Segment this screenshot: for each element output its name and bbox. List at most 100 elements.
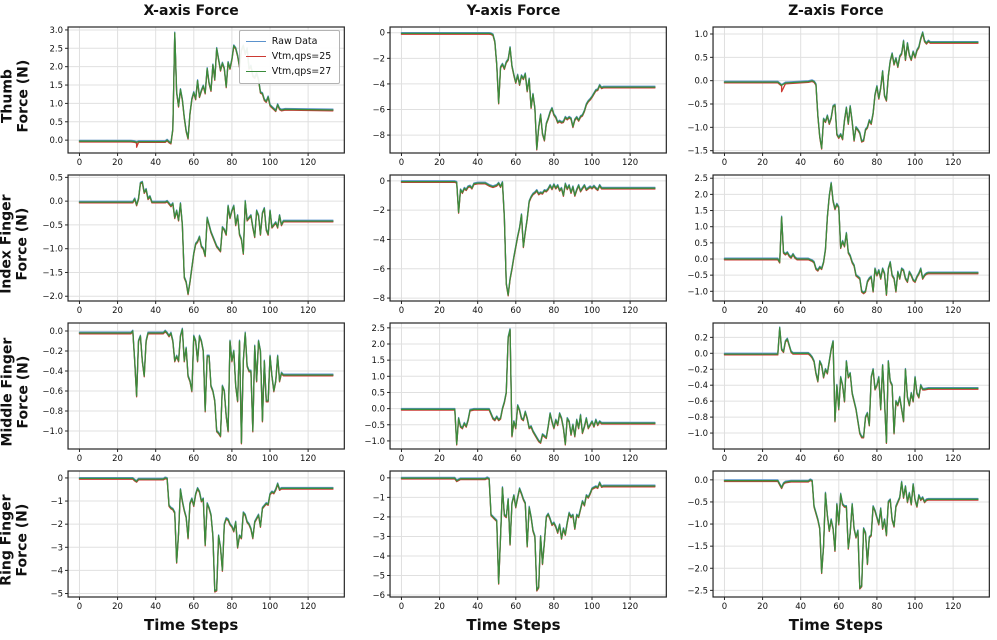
svg-text:0.2: 0.2 [694, 333, 708, 343]
svg-text:60: 60 [833, 602, 844, 612]
svg-text:60: 60 [833, 306, 844, 316]
svg-text:−0.4: −0.4 [687, 381, 708, 391]
svg-text:−3: −3 [50, 543, 63, 553]
svg-text:100: 100 [907, 602, 923, 612]
series-vtm-qps27 [723, 327, 979, 444]
svg-text:−1.0: −1.0 [42, 427, 63, 437]
legend-line-swatch-green [245, 71, 266, 72]
svg-text:−3: −3 [373, 532, 386, 542]
chart-ring-z: 0 20 40 60 80 100 120 0.0 −0.5 −1.0 −1.5 −2.0 −2.5 [675, 466, 997, 614]
plot-area: 0 20 40 60 80 100 120 0 −1 −2 −3 −4 −5 −6 [373, 470, 668, 612]
chart-legend: Raw Data Vtm,qps=25 Vtm,qps=27 [238, 30, 341, 84]
svg-text:0.5: 0.5 [49, 118, 63, 128]
row-label-line2: Force (N) [15, 355, 32, 429]
svg-text:−0.4: −0.4 [42, 367, 63, 377]
row-label-line1: Thumb [0, 68, 15, 124]
svg-text:40: 40 [150, 306, 161, 316]
legend-label: Vtm,qps=25 [271, 51, 332, 62]
svg-text:0: 0 [399, 158, 404, 168]
plot-area: 0 20 40 60 80 100 120 1.0 0.5 0.0 −0.5 −1.0 −1.5 [687, 26, 990, 168]
svg-text:80: 80 [226, 306, 237, 316]
svg-text:−2.0: −2.0 [42, 292, 63, 302]
series-vtm-qps27 [401, 477, 656, 591]
svg-text:2.5: 2.5 [49, 44, 63, 54]
legend-entry-raw-data: Raw Data [245, 34, 332, 49]
legend-line-swatch-blue [245, 41, 266, 42]
svg-text:1.5: 1.5 [49, 81, 63, 91]
svg-text:−4: −4 [373, 80, 386, 90]
svg-text:20: 20 [112, 158, 123, 168]
svg-text:0.5: 0.5 [694, 53, 708, 63]
svg-text:0.0: 0.0 [49, 327, 63, 337]
plot-area: 0 20 40 60 80 100 120 0.5 0.0 −0.5 −1.0 −1.5 −2.0 [42, 173, 345, 316]
svg-text:0: 0 [721, 602, 726, 612]
xaxis-spacer [0, 614, 30, 638]
svg-text:120: 120 [945, 602, 961, 612]
svg-text:60: 60 [511, 602, 522, 612]
chart-thumb-z: 0 20 40 60 80 100 120 1.0 0.5 0.0 −0.5 −1.0 −1.5 [675, 22, 997, 170]
legend-entry-vtm-qps25: Vtm,qps=25 [245, 49, 332, 64]
svg-text:0.0: 0.0 [694, 349, 708, 359]
svg-text:80: 80 [549, 602, 560, 612]
legend-line-swatch-red [245, 56, 266, 57]
svg-text:−0.2: −0.2 [42, 347, 63, 357]
svg-text:−2: −2 [373, 54, 386, 64]
svg-text:−1.5: −1.5 [687, 147, 708, 157]
svg-text:−1.5: −1.5 [687, 542, 708, 552]
svg-text:40: 40 [150, 602, 161, 612]
svg-text:2.5: 2.5 [694, 174, 708, 184]
svg-text:100: 100 [907, 158, 923, 168]
svg-text:−8: −8 [373, 131, 386, 141]
svg-text:−1.0: −1.0 [687, 287, 708, 297]
svg-text:0.0: 0.0 [694, 255, 708, 265]
svg-text:80: 80 [226, 454, 237, 464]
svg-text:1.0: 1.0 [49, 99, 63, 109]
series-vtm-qps27 [78, 328, 334, 444]
series-vtm-qps27 [78, 32, 334, 144]
plot-area: 0 20 40 60 80 100 120 0 −2 −4 −6 −8 [373, 26, 668, 168]
series-vtm-qps27 [401, 180, 656, 296]
svg-text:0: 0 [399, 602, 404, 612]
svg-text:−0.5: −0.5 [42, 221, 63, 231]
series-vtm-qps27 [723, 182, 979, 296]
svg-text:1.0: 1.0 [372, 372, 386, 382]
svg-text:−0.5: −0.5 [365, 421, 386, 431]
svg-text:80: 80 [871, 602, 882, 612]
series-vtm-qps27 [723, 31, 979, 149]
series-vtm-qps27 [401, 32, 656, 150]
svg-text:0: 0 [77, 602, 82, 612]
svg-text:0.0: 0.0 [694, 77, 708, 87]
svg-text:−6: −6 [373, 265, 386, 275]
xaxis-label-col3: Time Steps [788, 616, 883, 634]
svg-text:0.5: 0.5 [49, 173, 63, 183]
chart-ring-x: 0 20 40 60 80 100 120 0 −1 −2 −3 −4 −5 [30, 466, 352, 614]
row-label-line1: Index Finger [0, 194, 15, 294]
svg-text:−1.0: −1.0 [687, 123, 708, 133]
column-title-z-axis-force: Z-axis Force [788, 3, 884, 19]
plot-area: 0 20 40 60 80 100 120 0 −1 −2 −3 −4 −5 [50, 470, 345, 612]
legend-entry-vtm-qps27: Vtm,qps=27 [245, 64, 331, 79]
svg-text:−6: −6 [373, 591, 386, 601]
svg-text:0: 0 [77, 158, 82, 168]
svg-text:60: 60 [511, 158, 522, 168]
series-vtm-qps27 [78, 181, 334, 295]
plot-area: 0 20 40 60 80 100 120 0.0 −0.2 −0.4 −0.6 −0.8 −1.0 [42, 322, 345, 464]
svg-text:20: 20 [112, 602, 123, 612]
row-label-middle-finger: Middle Finger Force (N) [0, 318, 32, 466]
svg-text:0.0: 0.0 [372, 405, 386, 415]
svg-text:40: 40 [473, 602, 484, 612]
plot-area: 0 20 40 60 80 100 120 2.5 2.0 1.5 1.0 0.5 0.0 −0.5 −1.… [365, 322, 668, 464]
svg-text:60: 60 [511, 306, 522, 316]
svg-text:0: 0 [380, 474, 385, 484]
svg-text:120: 120 [622, 158, 638, 168]
svg-text:−0.5: −0.5 [687, 100, 708, 110]
chart-index-z: 0 20 40 60 80 100 120 2.5 2.0 1.5 1.0 0.5 0.0 −0.5 −1.… [675, 170, 997, 318]
svg-text:100: 100 [262, 602, 278, 612]
series-vtm-qps27 [401, 328, 656, 445]
svg-text:−0.8: −0.8 [687, 413, 708, 423]
svg-text:40: 40 [795, 306, 806, 316]
svg-text:40: 40 [473, 306, 484, 316]
svg-text:20: 20 [434, 602, 445, 612]
svg-text:20: 20 [434, 454, 445, 464]
svg-text:100: 100 [584, 454, 600, 464]
